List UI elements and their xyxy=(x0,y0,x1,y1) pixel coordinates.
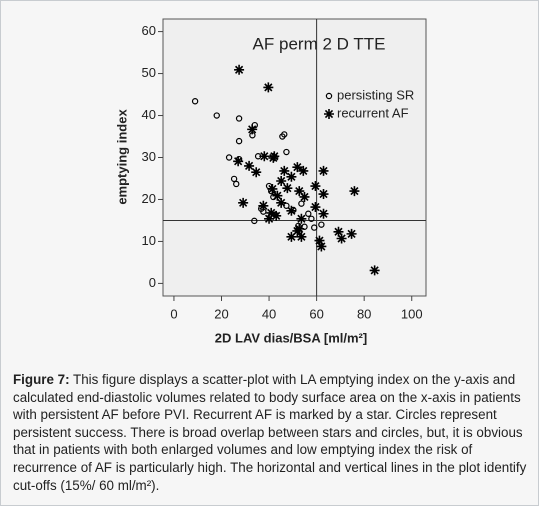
point xyxy=(230,175,238,183)
y-axis-label: emptying index xyxy=(114,109,129,205)
y-tick-label: 40 xyxy=(142,107,156,122)
x-tick-label: 60 xyxy=(309,306,323,321)
point xyxy=(310,202,321,213)
point xyxy=(259,151,270,162)
point xyxy=(298,200,305,207)
point xyxy=(336,233,347,244)
point xyxy=(267,183,278,194)
plot-area xyxy=(162,18,427,297)
point xyxy=(286,205,297,216)
point xyxy=(305,210,312,217)
point xyxy=(233,180,240,188)
point xyxy=(264,213,275,224)
point xyxy=(283,148,290,156)
point xyxy=(299,191,310,202)
point xyxy=(346,228,357,239)
chart-title: AF perm 2 D TTE xyxy=(253,34,386,53)
point xyxy=(318,189,329,200)
point xyxy=(298,165,309,176)
point xyxy=(296,231,307,242)
point xyxy=(292,162,303,173)
point xyxy=(235,137,243,145)
point xyxy=(276,197,287,208)
point xyxy=(286,171,297,182)
chart: AF perm 2 D TTE 2D LAV dias/BSA [ml/m²] … xyxy=(114,18,427,345)
point xyxy=(276,176,287,187)
point xyxy=(272,190,283,201)
y-tick-label: 60 xyxy=(142,23,156,38)
point xyxy=(296,213,307,224)
legend-label: recurrent AF xyxy=(337,105,409,120)
point xyxy=(279,133,286,140)
point xyxy=(282,183,293,194)
point xyxy=(191,98,199,105)
x-tick-label: 20 xyxy=(214,306,228,321)
point xyxy=(333,226,344,237)
point xyxy=(247,124,258,135)
point xyxy=(244,160,255,171)
point xyxy=(279,165,290,176)
x-tick-label: 40 xyxy=(262,306,276,321)
point xyxy=(318,165,329,176)
caption-text: This figure displays a scatter-plot with… xyxy=(13,372,527,493)
point xyxy=(314,235,325,246)
x-tick-label: 80 xyxy=(357,306,371,321)
x-axis-label: 2D LAV dias/BSA [ml/m²] xyxy=(215,330,367,345)
point xyxy=(286,231,297,242)
point xyxy=(258,200,269,211)
point xyxy=(292,225,303,236)
point xyxy=(266,207,277,218)
point xyxy=(234,64,245,75)
point xyxy=(213,112,220,119)
point xyxy=(251,167,262,178)
point xyxy=(271,210,282,221)
legend-label: persisting SR xyxy=(337,87,414,102)
point xyxy=(316,241,327,252)
y-tick-label: 30 xyxy=(142,149,156,164)
x-tick-label: 0 xyxy=(170,306,177,321)
y-tick-label: 50 xyxy=(142,65,156,80)
point xyxy=(349,186,360,197)
point xyxy=(235,115,243,122)
point xyxy=(233,156,244,167)
point xyxy=(251,217,258,225)
legend-marker xyxy=(325,92,333,100)
point xyxy=(369,265,380,276)
point xyxy=(310,181,321,192)
caption-label: Figure 7: xyxy=(13,372,70,387)
point xyxy=(238,197,249,208)
point xyxy=(318,208,329,219)
point xyxy=(263,82,274,93)
point xyxy=(269,151,280,162)
point xyxy=(308,215,315,222)
y-tick-label: 0 xyxy=(149,275,156,290)
x-tick-label: 100 xyxy=(401,306,423,321)
legend-marker xyxy=(324,109,334,119)
point xyxy=(294,186,305,197)
y-tick-label: 20 xyxy=(142,191,156,206)
caption: Figure 7: This figure displays a scatter… xyxy=(13,371,529,494)
point xyxy=(311,224,318,231)
y-tick-label: 10 xyxy=(142,233,156,248)
point xyxy=(225,154,233,161)
point xyxy=(318,221,325,228)
